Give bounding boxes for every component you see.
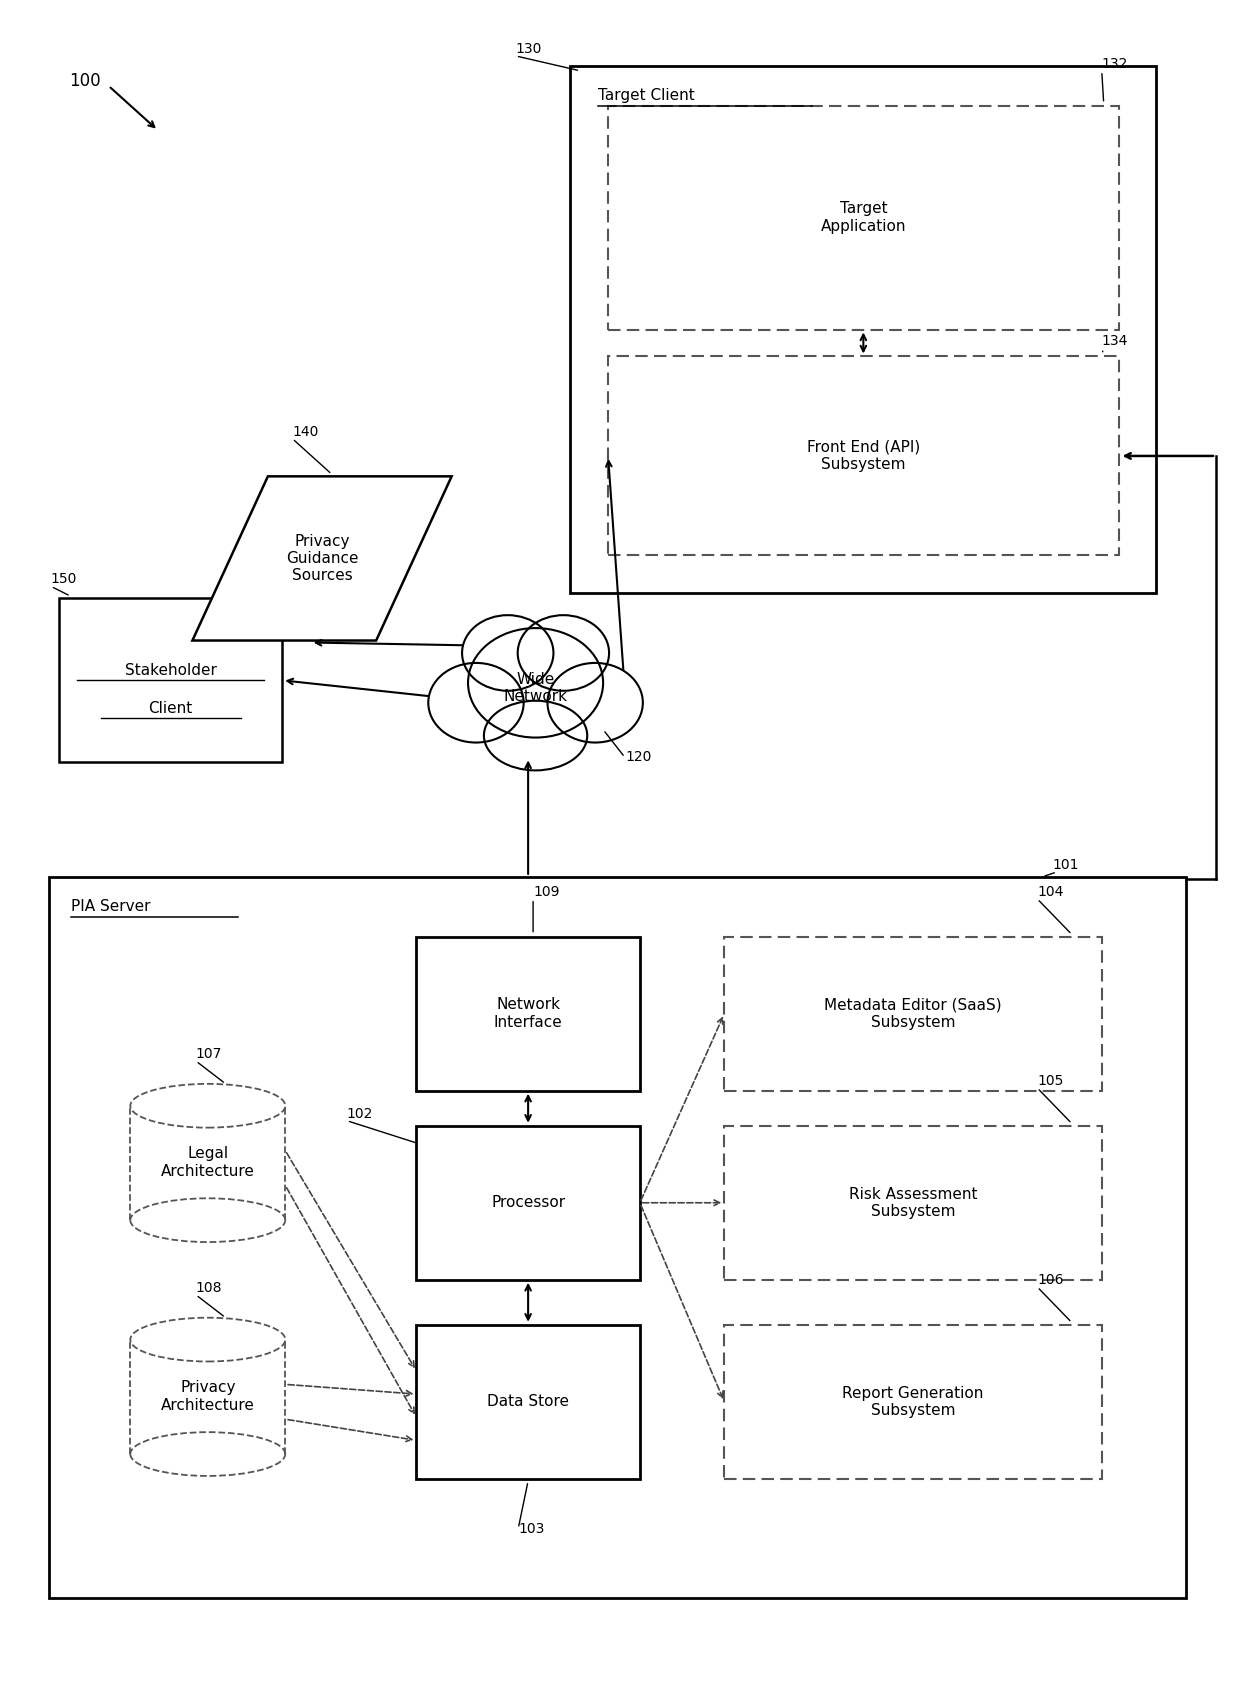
Ellipse shape (517, 614, 609, 691)
Ellipse shape (130, 1084, 285, 1128)
Text: 104: 104 (1037, 885, 1064, 899)
Bar (608, 106, 1118, 330)
Text: Report Generation
Subsystem: Report Generation Subsystem (842, 1385, 983, 1418)
Text: 102: 102 (347, 1106, 373, 1120)
Text: 108: 108 (196, 1282, 222, 1295)
Text: Front End (API)
Subsystem: Front End (API) Subsystem (807, 439, 920, 471)
Text: 140: 140 (293, 424, 319, 439)
Polygon shape (192, 477, 451, 640)
Ellipse shape (467, 628, 603, 737)
Text: 109: 109 (533, 885, 559, 899)
Text: 132: 132 (1102, 56, 1128, 71)
Text: Target
Application: Target Application (821, 201, 906, 233)
Bar (58, 597, 283, 762)
Text: Client: Client (149, 701, 192, 717)
Bar (417, 1324, 640, 1479)
Text: Target Client: Target Client (598, 89, 694, 102)
Ellipse shape (463, 614, 553, 691)
Text: PIA Server: PIA Server (71, 899, 150, 914)
Bar (417, 936, 640, 1091)
Text: Metadata Editor (SaaS)
Subsystem: Metadata Editor (SaaS) Subsystem (825, 997, 1002, 1030)
Text: Risk Assessment
Subsystem: Risk Assessment Subsystem (848, 1186, 977, 1219)
Text: Processor: Processor (491, 1195, 565, 1210)
Text: 100: 100 (68, 71, 100, 90)
Text: 120: 120 (625, 751, 651, 764)
Text: Privacy
Architecture: Privacy Architecture (161, 1380, 254, 1413)
Text: Stakeholder: Stakeholder (124, 662, 217, 677)
Text: 101: 101 (1052, 858, 1079, 871)
Bar (608, 356, 1118, 555)
Bar (724, 1125, 1102, 1280)
Text: 150: 150 (51, 572, 77, 585)
Ellipse shape (548, 662, 642, 742)
Text: Data Store: Data Store (487, 1394, 569, 1409)
Bar (417, 1125, 640, 1280)
Bar (570, 66, 1157, 594)
Text: 134: 134 (1102, 335, 1128, 349)
Text: Privacy
Guidance
Sources: Privacy Guidance Sources (285, 533, 358, 584)
Text: Legal
Architecture: Legal Architecture (161, 1145, 254, 1179)
Text: Network
Interface: Network Interface (494, 997, 563, 1030)
Text: 106: 106 (1037, 1273, 1064, 1287)
Text: 130: 130 (516, 43, 542, 56)
Ellipse shape (428, 662, 523, 742)
Text: 107: 107 (196, 1047, 222, 1060)
Ellipse shape (484, 701, 588, 771)
Bar (724, 1324, 1102, 1479)
Text: 105: 105 (1037, 1074, 1064, 1088)
Ellipse shape (130, 1317, 285, 1362)
Bar (724, 936, 1102, 1091)
Text: 103: 103 (518, 1522, 544, 1535)
Text: Wide
Network: Wide Network (503, 672, 568, 705)
Bar (48, 877, 1187, 1598)
